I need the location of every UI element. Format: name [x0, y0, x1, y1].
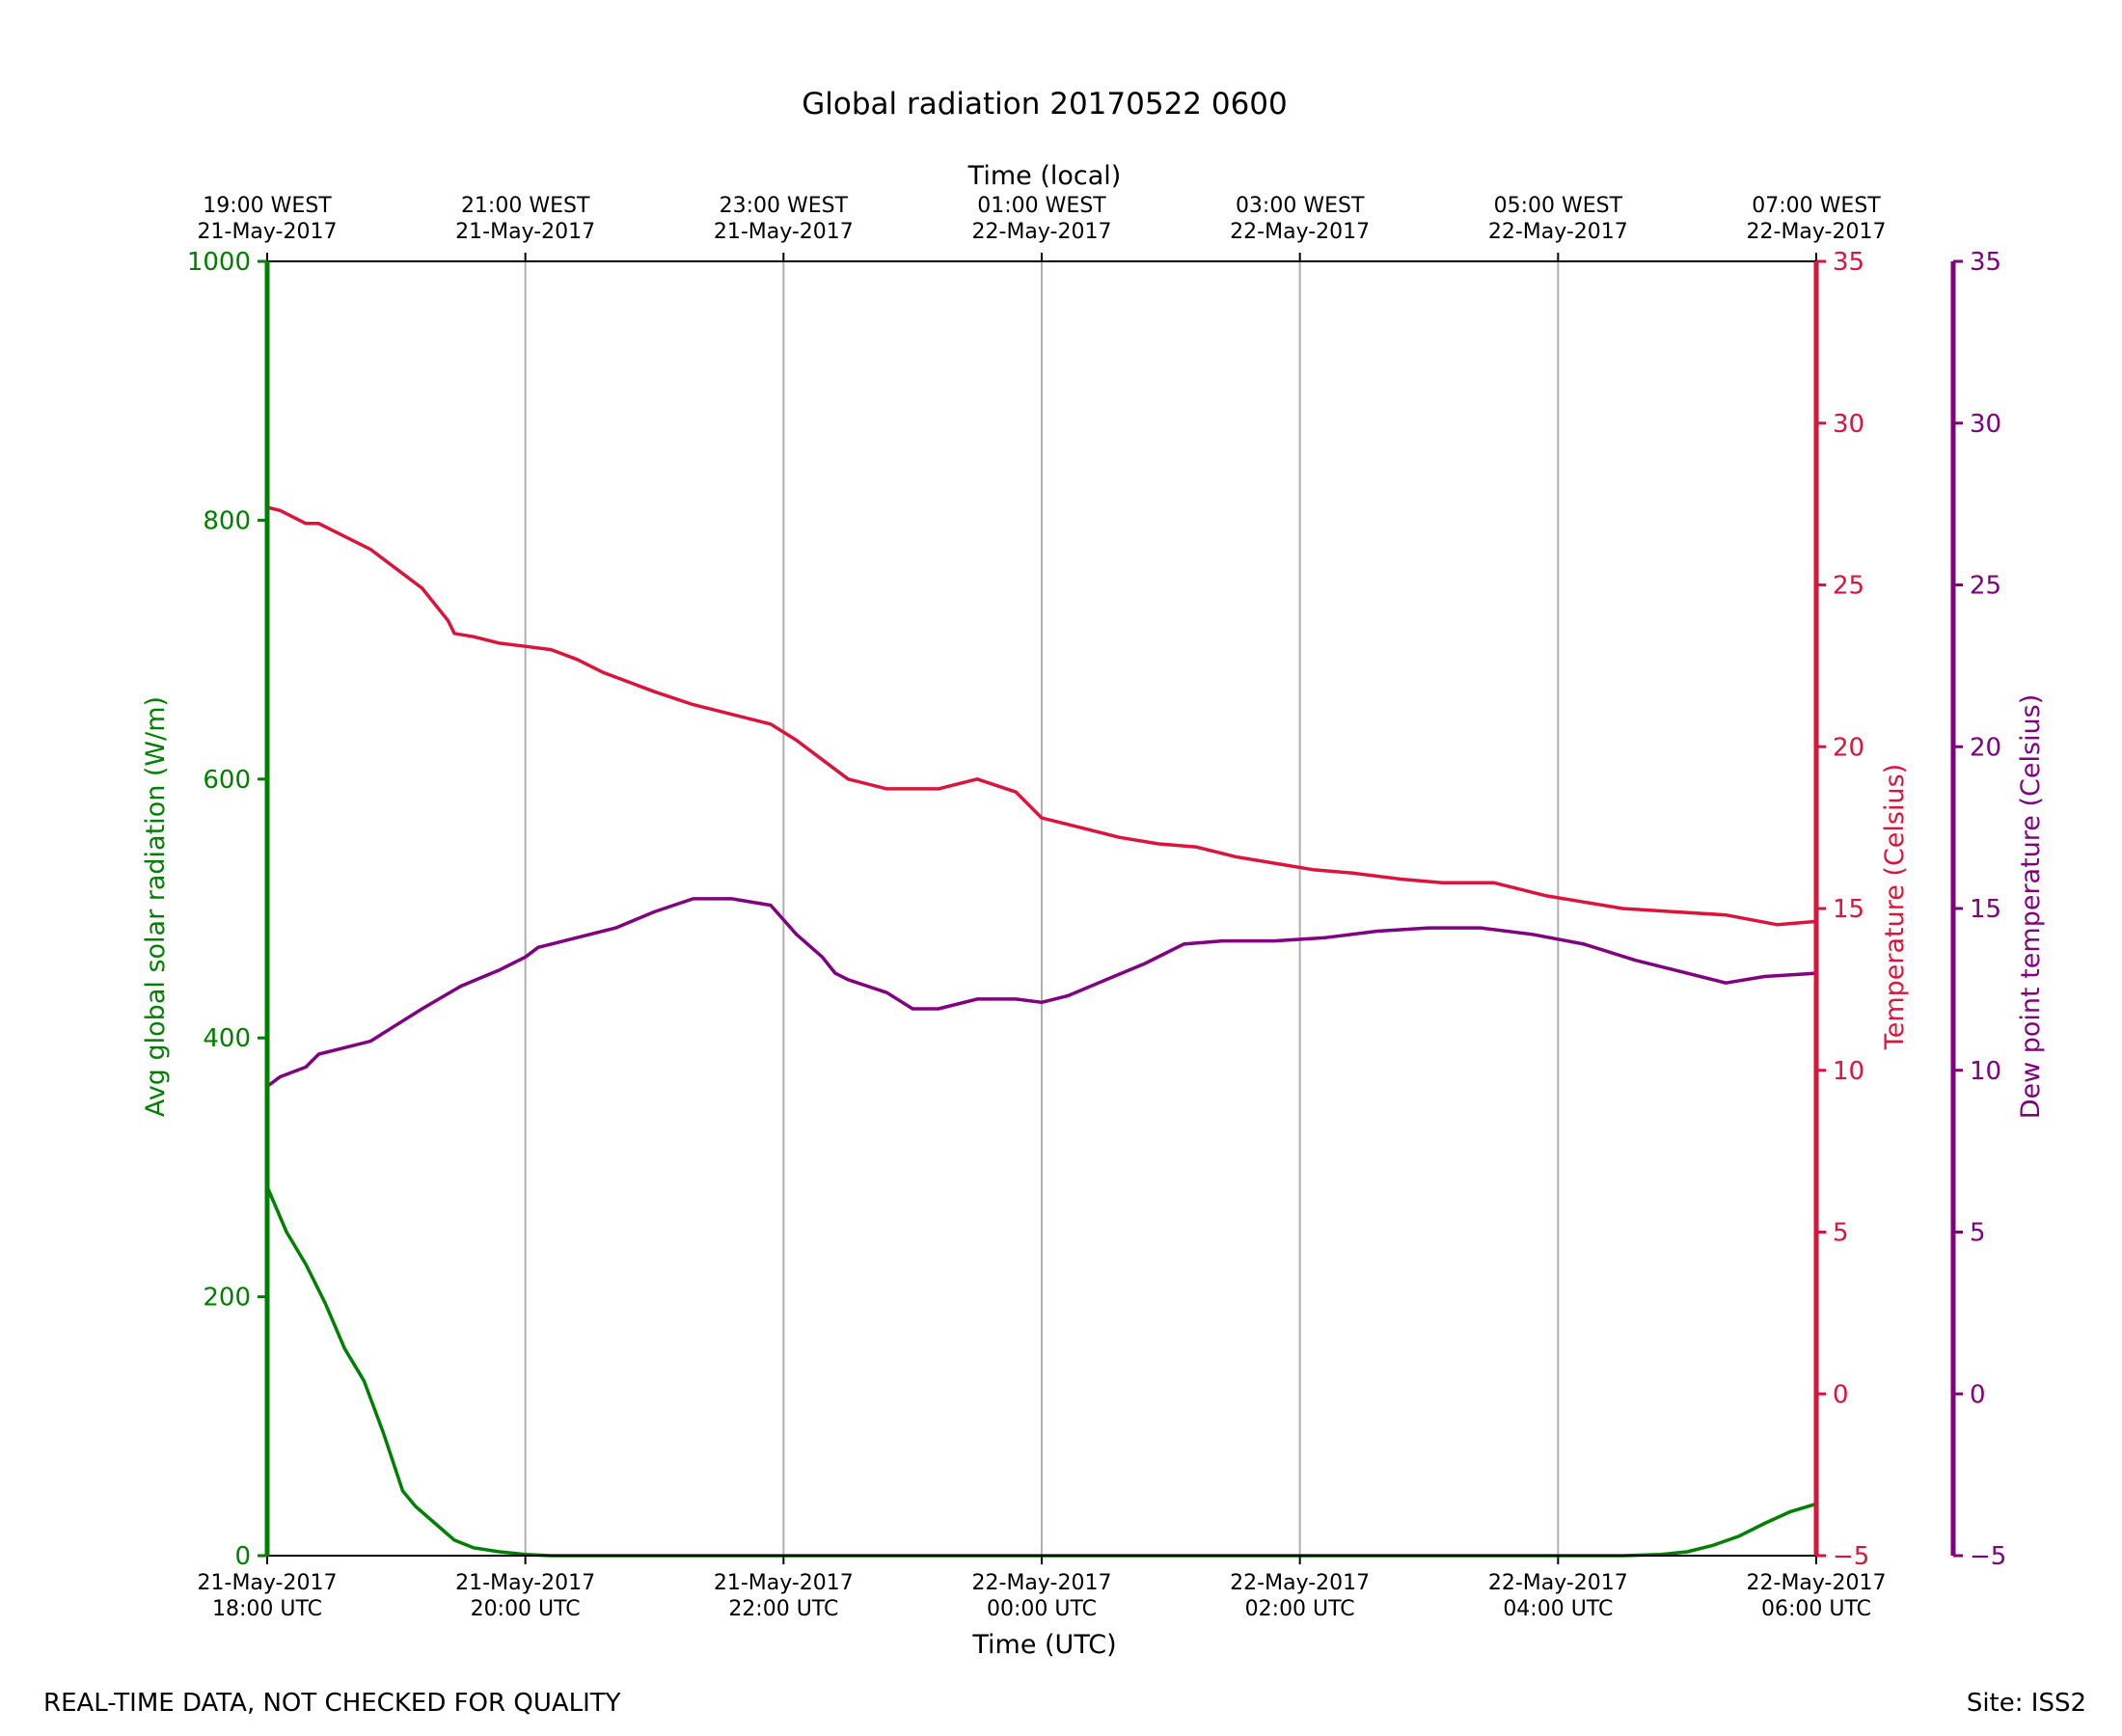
dewpoint-tick-label-2: 5 — [1970, 1219, 1986, 1248]
bottom-tick-label-time-5: 04:00 UTC — [1503, 1597, 1613, 1621]
top-tick-label-time-0: 19:00 WEST — [203, 194, 332, 218]
quality-disclaimer: REAL-TIME DATA, NOT CHECKED FOR QUALITY — [43, 1689, 621, 1718]
bottom-axis-label: Time (UTC) — [971, 1630, 1116, 1660]
top-tick-label-time-6: 07:00 WEST — [1752, 194, 1881, 218]
temperature-tick-label-6: 25 — [1833, 572, 1864, 601]
top-tick-label-date-5: 22-May-2017 — [1488, 220, 1628, 244]
bottom-tick-label-time-1: 20:00 UTC — [471, 1597, 581, 1621]
series-line-dewpoint — [265, 897, 1817, 1088]
top-tick-label-time-4: 03:00 WEST — [1236, 194, 1365, 218]
temperature-tick-label-1: 0 — [1833, 1380, 1849, 1409]
temperature-tick-label-4: 15 — [1833, 895, 1864, 924]
top-tick-label-time-1: 21:00 WEST — [461, 194, 590, 218]
top-tick-label-date-0: 21-May-2017 — [198, 220, 338, 244]
bottom-tick-label-time-2: 22:00 UTC — [728, 1597, 838, 1621]
bottom-tick-label-date-4: 22-May-2017 — [1230, 1571, 1370, 1595]
bottom-tick-label-date-5: 22-May-2017 — [1488, 1571, 1628, 1595]
top-tick-label-date-1: 21-May-2017 — [455, 220, 595, 244]
top-tick-label-date-6: 22-May-2017 — [1747, 220, 1887, 244]
dewpoint-axis-label: Dew point temperature (Celsius) — [2016, 694, 2046, 1120]
radiation-tick-label-3: 600 — [203, 766, 251, 795]
dewpoint-tick-label-4: 15 — [1970, 895, 2001, 924]
radiation-tick-label-2: 400 — [203, 1024, 251, 1053]
dewpoint-tick-label-1: 0 — [1970, 1380, 1986, 1409]
series-line-temperature — [266, 505, 1817, 927]
dewpoint-tick-label-0: −5 — [1970, 1542, 2006, 1571]
radiation-tick-label-0: 0 — [234, 1542, 251, 1571]
temperature-axis-label: Temperature (Celsius) — [1880, 764, 1910, 1050]
dewpoint-tick-label-3: 10 — [1970, 1057, 2001, 1086]
bottom-tick-label-date-1: 21-May-2017 — [455, 1571, 595, 1595]
top-tick-label-date-4: 22-May-2017 — [1230, 220, 1370, 244]
dewpoint-tick-label-6: 25 — [1970, 572, 2001, 601]
temperature-tick-label-3: 10 — [1833, 1057, 1864, 1086]
bottom-tick-label-time-4: 02:00 UTC — [1245, 1597, 1355, 1621]
bottom-tick-label-time-3: 00:00 UTC — [987, 1597, 1097, 1621]
temperature-tick-label-0: −5 — [1833, 1542, 1869, 1571]
top-axis-label: Time (local) — [967, 161, 1122, 191]
temperature-tick-label-7: 30 — [1833, 410, 1864, 439]
radiation-tick-label-4: 800 — [203, 506, 251, 535]
grid-layer — [524, 261, 1560, 1556]
bottom-tick-label-date-2: 21-May-2017 — [714, 1571, 854, 1595]
bottom-tick-label-time-6: 06:00 UTC — [1761, 1597, 1871, 1621]
bottom-tick-label-date-6: 22-May-2017 — [1747, 1571, 1887, 1595]
dewpoint-tick-label-7: 30 — [1970, 410, 2001, 439]
bottom-tick-label-time-0: 18:00 UTC — [212, 1597, 322, 1621]
temperature-tick-label-2: 5 — [1833, 1219, 1849, 1248]
top-tick-label-time-5: 05:00 WEST — [1494, 194, 1623, 218]
site-label: Site: ISS2 — [1966, 1689, 2086, 1718]
bottom-tick-label-date-0: 21-May-2017 — [198, 1571, 338, 1595]
top-tick-label-date-2: 21-May-2017 — [714, 220, 854, 244]
radiation-tick-label-5: 1000 — [187, 248, 251, 277]
top-tick-label-time-3: 01:00 WEST — [977, 194, 1106, 218]
bottom-tick-label-date-3: 22-May-2017 — [972, 1571, 1112, 1595]
temperature-tick-label-5: 20 — [1833, 733, 1864, 762]
top-tick-label-time-2: 23:00 WEST — [720, 194, 849, 218]
chart-title: Global radiation 20170522 0600 — [802, 87, 1288, 122]
top-tick-label-date-3: 22-May-2017 — [972, 220, 1112, 244]
radiation-tick-label-1: 200 — [203, 1284, 251, 1313]
temperature-tick-label-8: 35 — [1833, 248, 1864, 277]
dewpoint-tick-label-5: 20 — [1970, 733, 2001, 762]
dewpoint-tick-label-8: 35 — [1970, 248, 2001, 277]
radiation-axis-label: Avg global solar radiation (W/m) — [141, 696, 171, 1117]
